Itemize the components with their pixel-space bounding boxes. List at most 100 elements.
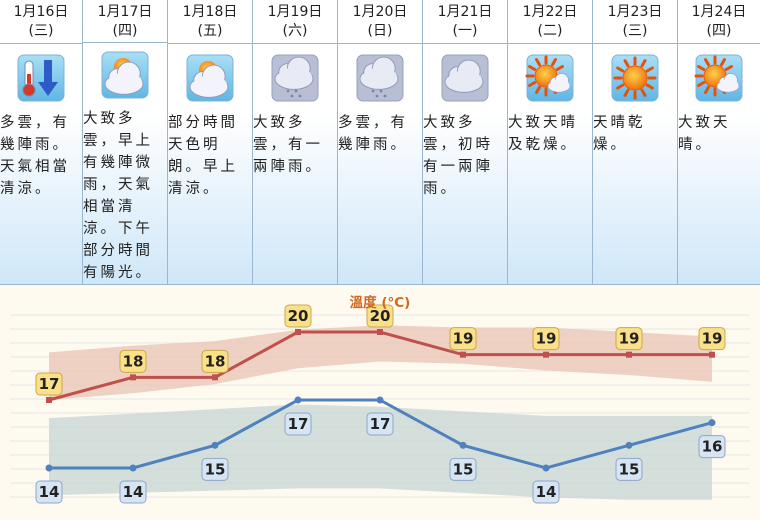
max-temp-label: 18 — [123, 352, 144, 370]
day-header: 1月24日 (四) — [678, 0, 760, 44]
max-temp-label-box — [615, 327, 643, 351]
min-temp-label: 15 — [205, 460, 226, 478]
min-temp-label-box — [698, 435, 726, 459]
max-temp-label: 20 — [370, 307, 391, 325]
min-temp-label: 14 — [536, 483, 557, 501]
min-temp-point — [625, 441, 633, 449]
max-temp-label: 17 — [39, 375, 60, 393]
max-temp-range-band — [49, 325, 712, 400]
max-temp-label-box — [35, 372, 63, 396]
forecast-days: 1月16日 (三) 多雲，有幾陣雨。天氣相當清涼。 1月17日 (四) 大致多雲，早上… — [0, 0, 760, 285]
forecast-weekday: (六) — [282, 23, 308, 39]
forecast-date: 1月20日 — [352, 4, 408, 20]
min-temp-point — [129, 464, 137, 472]
max-temp-label: 20 — [288, 307, 309, 325]
min-temp-label-box — [366, 412, 394, 436]
forecast-day: 1月21日 (一) 大致多雲，初時有一兩陣雨。 — [423, 0, 508, 284]
min-temp-label: 14 — [123, 483, 144, 501]
min-temp-label-box — [615, 457, 643, 481]
forecast-date: 1月22日 — [522, 4, 578, 20]
min-temp-label-box — [119, 480, 147, 504]
min-temp-label: 14 — [39, 483, 60, 501]
forecast-description: 多雲，有幾陣雨。天氣相當清涼。 — [0, 115, 70, 197]
day-header: 1月22日 (二) — [508, 0, 592, 44]
temperature-chart: 17 18 18 20 20 19 19 19 19 14 14 15 17 17 15 14 15 16 溫度 … — [0, 285, 760, 520]
forecast-weekday: (三) — [622, 23, 648, 39]
max-temp-label-box — [119, 349, 147, 373]
temperature-chart-svg: 17 18 18 20 20 19 19 19 19 14 14 15 17 17 15 14 15 16 — [10, 304, 750, 504]
min-temp-label: 16 — [702, 438, 723, 456]
day-header: 1月16日 (三) — [0, 0, 82, 44]
min-temp-point — [211, 441, 219, 449]
min-temp-label-box — [35, 480, 63, 504]
sun-with-cloud-icon — [678, 44, 760, 112]
day-header: 1月21日 (一) — [423, 0, 507, 44]
forecast-description: 大致天晴及乾燥。 — [508, 115, 578, 153]
forecast-description: 大致天晴。 — [678, 115, 731, 153]
forecast-date: 1月18日 — [182, 4, 238, 20]
cloud-icon — [423, 44, 507, 112]
forecast-description: 大致多雲，有一兩陣雨。 — [253, 115, 323, 175]
forecast-date: 1月16日 — [13, 4, 69, 20]
forecast-weekday: (四) — [112, 23, 138, 39]
forecast-day: 1月24日 (四) 大致天晴。 — [678, 0, 760, 284]
max-temp-label-box — [449, 327, 477, 351]
min-temp-label-box — [201, 457, 229, 481]
max-temp-point — [212, 374, 218, 381]
forecast-day: 1月16日 (三) 多雲，有幾陣雨。天氣相當清涼。 — [0, 0, 83, 284]
max-temp-point — [709, 351, 715, 358]
max-temp-label: 19 — [453, 330, 474, 348]
forecast-weekday: (一) — [452, 23, 478, 39]
max-temp-label: 19 — [619, 330, 640, 348]
max-temp-point — [377, 329, 383, 335]
min-temp-label: 15 — [453, 460, 474, 478]
max-temp-point — [295, 329, 301, 335]
forecast-date: 1月17日 — [97, 4, 153, 20]
forecast-day: 1月22日 (二) 大致天晴及乾燥。 — [508, 0, 593, 284]
max-temp-label-box — [698, 327, 726, 351]
forecast-description: 部分時間天色明朗。早上清涼。 — [168, 115, 238, 197]
forecast-date: 1月24日 — [691, 4, 747, 20]
max-temp-label-box — [284, 304, 312, 328]
min-temp-point — [376, 396, 384, 404]
max-temp-label: 19 — [536, 330, 557, 348]
min-temp-label-box — [532, 480, 560, 504]
forecast-day: 1月23日 (三) 天晴乾燥。 — [593, 0, 678, 284]
day-header: 1月20日 (日) — [338, 0, 422, 44]
min-temp-label: 17 — [370, 415, 391, 433]
max-temp-label-box — [366, 304, 394, 328]
min-temp-label: 15 — [619, 460, 640, 478]
sun-behind-clouds-icon — [168, 44, 252, 112]
forecast-description: 大致多雲，初時有一兩陣雨。 — [423, 115, 493, 197]
max-temp-label: 18 — [205, 352, 226, 370]
max-temp-label-box — [532, 327, 560, 351]
cloud-rain-icon — [338, 44, 422, 112]
day-header: 1月23日 (三) — [593, 0, 677, 44]
max-temp-point — [46, 397, 52, 403]
forecast-day: 1月17日 (四) 大致多雲，早上有幾陣微雨，天氣相當清涼。下午部分時間有陽光。 — [83, 0, 168, 284]
max-temp-point — [130, 374, 136, 381]
day-header: 1月17日 (四) — [83, 0, 167, 43]
chart-title: 溫度 (°C) — [349, 295, 411, 311]
min-temp-label: 17 — [288, 415, 309, 433]
forecast-date: 1月19日 — [267, 4, 323, 20]
sun-icon — [593, 44, 677, 112]
min-temp-point — [459, 441, 467, 449]
forecast-description: 多雲，有幾陣雨。 — [338, 115, 408, 153]
min-temp-point — [708, 419, 716, 427]
min-temp-point — [542, 464, 550, 472]
max-temp-point — [626, 351, 632, 358]
forecast-date: 1月21日 — [437, 4, 493, 20]
max-temp-label: 19 — [702, 330, 723, 348]
max-temp-point — [460, 351, 466, 358]
forecast-weekday: (五) — [197, 23, 223, 39]
min-temp-point — [45, 464, 53, 472]
day-header: 1月19日 (六) — [253, 0, 337, 44]
forecast-weekday: (四) — [706, 23, 732, 39]
min-temp-label-box — [284, 412, 312, 436]
min-temp-point — [294, 396, 302, 404]
forecast-day: 1月18日 (五) 部分時間天色明朗。早上清涼。 — [168, 0, 253, 284]
max-temp-label-box — [201, 349, 229, 373]
sun-behind-clouds-icon — [83, 43, 167, 108]
forecast-date: 1月23日 — [607, 4, 663, 20]
